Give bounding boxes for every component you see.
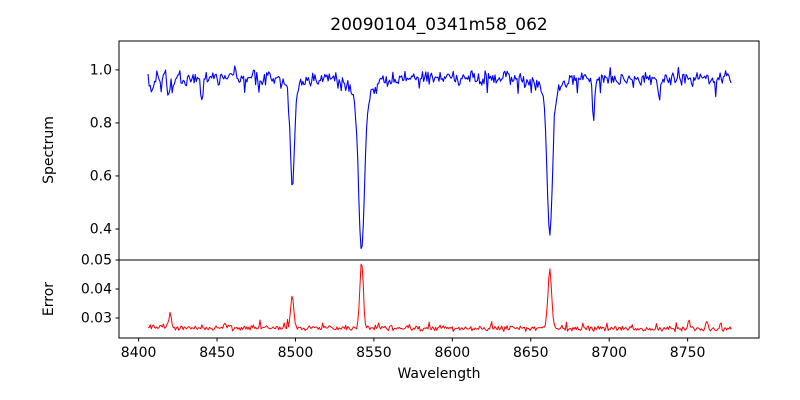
- x-axis-label: Wavelength: [397, 366, 480, 382]
- x-tick-label: 8750: [670, 345, 706, 361]
- x-tick-label: 8450: [199, 345, 235, 361]
- error-y-tick-label: 0.05: [81, 253, 112, 269]
- x-tick-label: 8400: [121, 345, 157, 361]
- x-tick-label: 8500: [278, 345, 314, 361]
- x-tick-label: 8600: [435, 345, 471, 361]
- x-tick-label: 8700: [591, 345, 627, 361]
- spectrum-y-tick-label: 0.6: [90, 168, 112, 184]
- spectrum-y-tick-label: 0.8: [90, 115, 112, 131]
- error-axes-frame: [118, 259, 760, 339]
- x-tick-label: 8650: [513, 345, 549, 361]
- spectrum-y-tick-label: 1.0: [90, 62, 112, 78]
- spectrum-y-axis-label: Spectrum: [41, 116, 57, 184]
- error-y-axis-label: Error: [41, 282, 57, 316]
- chart-title: 20090104_0341m58_062: [330, 15, 547, 35]
- normalized-flux-line: [147, 65, 732, 250]
- series-group: [147, 65, 732, 333]
- flux-error-line: [148, 263, 732, 333]
- error-y-tick-label: 0.03: [81, 310, 112, 326]
- x-tick-label: 8550: [356, 345, 392, 361]
- ticks-group: 8400 8450 8500 8550 8600 8650 8700 8750 1.0 0.8 0.…: [81, 62, 706, 361]
- error-y-tick-label: 0.04: [81, 281, 112, 297]
- spectrum-y-tick-label: 0.4: [90, 221, 112, 237]
